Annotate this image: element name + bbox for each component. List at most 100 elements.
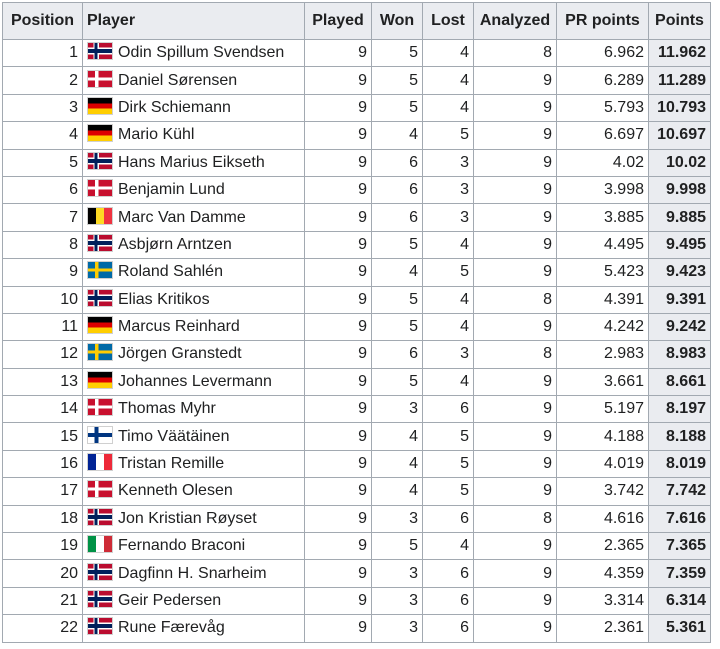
analyzed-cell: 9 [473, 532, 557, 561]
player-name[interactable]: Elias Kritikos [118, 290, 210, 308]
played-cell: 9 [304, 586, 372, 616]
position-cell: 21 [2, 586, 83, 616]
position-cell: 9 [2, 258, 83, 287]
player-cell: Benjamin Lund [82, 175, 305, 205]
player-name[interactable]: Hans Marius Eikseth [118, 153, 265, 171]
analyzed-cell: 9 [473, 148, 557, 177]
pr-points-cell: 5.793 [556, 93, 649, 123]
player-name[interactable]: Mario Kühl [118, 126, 195, 144]
player-name[interactable]: Rune Færevåg [118, 619, 225, 637]
header-pr-points[interactable]: PR points [556, 2, 649, 40]
analyzed-cell: 9 [473, 258, 557, 287]
played-cell: 9 [304, 477, 372, 506]
header-lost[interactable]: Lost [422, 2, 474, 40]
header-analyzed[interactable]: Analyzed [473, 2, 557, 40]
player-cell: Marc Van Damme [82, 203, 305, 232]
player-name[interactable]: Timo Väätäinen [118, 427, 230, 445]
player-name[interactable]: Johannes Levermann [118, 372, 272, 390]
player-cell: Elias Kritikos [82, 285, 305, 314]
won-cell: 5 [371, 285, 423, 314]
points-cell: 8.019 [648, 449, 711, 479]
player-name[interactable]: Jon Kristian Røyset [118, 509, 257, 527]
player-name[interactable]: Marc Van Damme [118, 208, 246, 226]
header-points[interactable]: Points [648, 2, 711, 40]
player-name[interactable]: Marcus Reinhard [118, 318, 240, 336]
lost-cell: 3 [422, 340, 474, 369]
header-row: Position Player Played Won Lost Analyzed… [2, 2, 711, 40]
player-name[interactable]: Roland Sahlén [118, 263, 223, 281]
pr-points-cell: 4.616 [556, 504, 649, 534]
position-cell: 17 [2, 477, 83, 506]
player-name[interactable]: Daniel Sørensen [118, 71, 238, 89]
table-row: 21 Geir Pedersen 9 3 6 9 3.314 6.314 [2, 586, 711, 616]
lost-cell: 4 [422, 367, 474, 397]
header-player[interactable]: Player [82, 2, 305, 40]
points-cell: 6.314 [648, 586, 711, 616]
player-name[interactable]: Benjamin Lund [118, 181, 225, 199]
analyzed-cell: 9 [473, 559, 557, 588]
norway-flag-icon [87, 42, 113, 61]
pr-points-cell: 3.742 [556, 477, 649, 506]
player-cell: Odin Spillum Svendsen [82, 38, 305, 68]
lost-cell: 5 [422, 121, 474, 150]
lost-cell: 6 [422, 395, 474, 424]
player-name[interactable]: Jörgen Granstedt [118, 345, 242, 363]
points-cell: 9.998 [648, 175, 711, 205]
player-name[interactable]: Odin Spillum Svendsen [118, 44, 285, 62]
table-row: 16 Tristan Remille 9 4 5 9 4.019 8.019 [2, 449, 711, 479]
analyzed-cell: 9 [473, 203, 557, 232]
position-cell: 12 [2, 340, 83, 369]
player-cell: Tristan Remille [82, 449, 305, 479]
player-name[interactable]: Geir Pedersen [118, 592, 222, 609]
lost-cell: 4 [422, 230, 474, 260]
pr-points-cell: 2.983 [556, 340, 649, 369]
played-cell: 9 [304, 175, 372, 205]
points-cell: 9.495 [648, 230, 711, 260]
player-name[interactable]: Asbjørn Arntzen [118, 235, 232, 253]
header-position[interactable]: Position [2, 2, 83, 40]
player-name[interactable]: Tristan Remille [118, 455, 225, 473]
player-cell: Roland Sahlén [82, 258, 305, 287]
lost-cell: 6 [422, 586, 474, 616]
player-cell: Hans Marius Eikseth [82, 148, 305, 177]
table-row: 11 Marcus Reinhard 9 5 4 9 4.242 9.242 [2, 312, 711, 342]
points-cell: 7.359 [648, 559, 711, 588]
pr-points-cell: 6.697 [556, 121, 649, 150]
played-cell: 9 [304, 258, 372, 287]
player-name[interactable]: Dirk Schiemann [118, 98, 231, 116]
player-cell: Jörgen Granstedt [82, 340, 305, 369]
norway-flag-icon [87, 562, 113, 581]
norway-flag-icon [87, 233, 113, 252]
player-name[interactable]: Dagfinn H. Snarheim [118, 564, 267, 582]
position-cell: 5 [2, 148, 83, 177]
table-row: 14 Thomas Myhr 9 3 6 9 5.197 8.197 [2, 395, 711, 424]
points-cell: 11.962 [648, 38, 711, 68]
player-cell: Jon Kristian Røyset [82, 504, 305, 534]
won-cell: 3 [371, 586, 423, 616]
lost-cell: 4 [422, 66, 474, 95]
player-name[interactable]: Fernando Braconi [118, 537, 246, 555]
won-cell: 4 [371, 477, 423, 506]
player-cell: Geir Pedersen [82, 586, 305, 616]
won-cell: 5 [371, 66, 423, 95]
header-won[interactable]: Won [371, 2, 423, 40]
lost-cell: 6 [422, 559, 474, 588]
points-cell: 9.885 [648, 203, 711, 232]
player-name[interactable]: Thomas Myhr [118, 400, 216, 418]
player-name[interactable]: Kenneth Olesen [118, 482, 233, 500]
position-cell: 8 [2, 230, 83, 260]
won-cell: 4 [371, 121, 423, 150]
position-cell: 11 [2, 312, 83, 342]
header-played[interactable]: Played [304, 2, 372, 40]
pr-points-cell: 4.495 [556, 230, 649, 260]
table-row: 3 Dirk Schiemann 9 5 4 9 5.793 10.793 [2, 93, 711, 123]
germany-flag-icon [87, 124, 113, 143]
pr-points-cell: 6.289 [556, 66, 649, 95]
pr-points-cell: 5.197 [556, 395, 649, 424]
pr-points-cell: 3.661 [556, 367, 649, 397]
analyzed-cell: 9 [473, 586, 557, 616]
lost-cell: 4 [422, 93, 474, 123]
position-cell: 2 [2, 66, 83, 95]
analyzed-cell: 8 [473, 38, 557, 68]
won-cell: 6 [371, 148, 423, 177]
